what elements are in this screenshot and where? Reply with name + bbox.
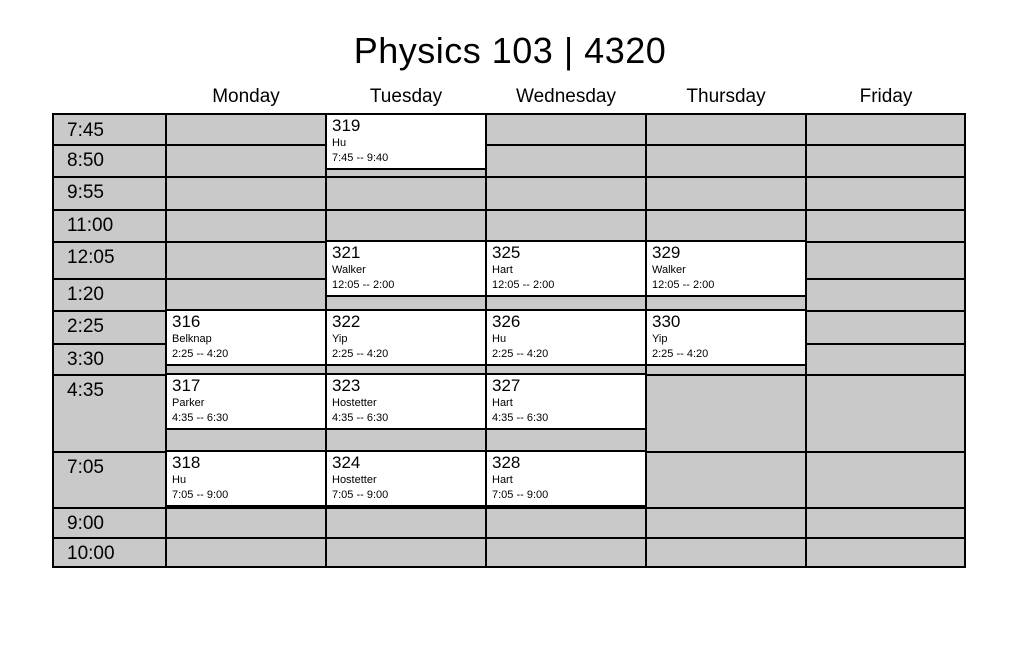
instructor-name: Hu <box>172 474 187 486</box>
class-block-328[interactable]: 328 Hart 7:05 -- 9:00 <box>485 450 647 507</box>
instructor-name: Yip <box>652 333 668 345</box>
class-block-325[interactable]: 325 Hart 12:05 -- 2:00 <box>485 240 647 297</box>
grid-row-line <box>54 209 964 211</box>
schedule-grid: 7:45 8:50 9:55 11:00 12:05 1:20 2:25 3:30 4:35 7:… <box>52 113 966 568</box>
time-row-label: 11:00 <box>67 215 114 236</box>
instructor-name: Walker <box>652 264 686 276</box>
class-block-324[interactable]: 324 Hostetter 7:05 -- 9:00 <box>325 450 487 507</box>
section-number: 321 <box>332 243 361 262</box>
time-row-label: 1:20 <box>67 284 104 305</box>
section-number: 328 <box>492 453 521 472</box>
class-block-318[interactable]: 318 Hu 7:05 -- 9:00 <box>165 450 327 507</box>
time-row-label: 12:05 <box>67 247 115 268</box>
class-block-327[interactable]: 327 Hart 4:35 -- 6:30 <box>485 373 647 430</box>
section-number: 326 <box>492 312 521 331</box>
day-header-wednesday: Wednesday <box>516 86 616 107</box>
time-row-label: 4:35 <box>67 380 104 401</box>
grid-row-line <box>54 176 964 178</box>
time-range: 2:25 -- 4:20 <box>332 348 389 360</box>
time-row-label: 10:00 <box>67 543 115 564</box>
instructor-name: Hart <box>492 474 513 486</box>
instructor-name: Yip <box>332 333 348 345</box>
time-range: 7:45 -- 9:40 <box>332 152 389 164</box>
time-range: 7:05 -- 9:00 <box>172 489 229 501</box>
instructor-name: Belknap <box>172 333 212 345</box>
day-header-tuesday: Tuesday <box>369 86 443 107</box>
time-row-label: 7:05 <box>67 457 104 478</box>
time-row-label: 7:45 <box>67 120 104 141</box>
section-number: 317 <box>172 376 201 395</box>
instructor-name: Hu <box>332 137 347 149</box>
time-range: 2:25 -- 4:20 <box>652 348 709 360</box>
time-range: 4:35 -- 6:30 <box>492 412 549 424</box>
instructor-name: Hostetter <box>332 397 377 409</box>
section-number: 319 <box>332 116 361 135</box>
time-range: 7:05 -- 9:00 <box>492 489 549 501</box>
section-number: 318 <box>172 453 201 472</box>
instructor-name: Hart <box>492 397 513 409</box>
class-block-329[interactable]: 329 Walker 12:05 -- 2:00 <box>645 240 807 297</box>
grid-row-line <box>54 144 964 146</box>
time-row-label: 8:50 <box>67 150 104 171</box>
time-row-label: 9:55 <box>67 182 104 203</box>
class-block-321[interactable]: 321 Walker 12:05 -- 2:00 <box>325 240 487 297</box>
section-number: 330 <box>652 312 681 331</box>
section-number: 316 <box>172 312 201 331</box>
day-header-thursday: Thursday <box>686 86 766 107</box>
section-number: 323 <box>332 376 361 395</box>
grid-row-line <box>54 537 964 539</box>
section-number: 329 <box>652 243 681 262</box>
time-range: 12:05 -- 2:00 <box>652 279 715 291</box>
time-range: 7:05 -- 9:00 <box>332 489 389 501</box>
day-header-friday: Friday <box>859 86 913 107</box>
class-block-322[interactable]: 322 Yip 2:25 -- 4:20 <box>325 309 487 366</box>
time-range: 12:05 -- 2:00 <box>492 279 555 291</box>
time-range: 12:05 -- 2:00 <box>332 279 395 291</box>
time-range: 2:25 -- 4:20 <box>172 348 229 360</box>
day-header-monday: Monday <box>212 86 280 107</box>
instructor-name: Parker <box>172 397 205 409</box>
instructor-name: Walker <box>332 264 366 276</box>
time-row-label: 2:25 <box>67 316 104 337</box>
schedule-title: Physics 103 | 4320 <box>353 30 667 71</box>
time-range: 4:35 -- 6:30 <box>332 412 389 424</box>
class-block-323[interactable]: 323 Hostetter 4:35 -- 6:30 <box>325 373 487 430</box>
instructor-name: Hart <box>492 264 513 276</box>
time-range: 2:25 -- 4:20 <box>492 348 549 360</box>
section-number: 322 <box>332 312 361 331</box>
time-range: 4:35 -- 6:30 <box>172 412 229 424</box>
instructor-name: Hostetter <box>332 474 377 486</box>
section-number: 325 <box>492 243 521 262</box>
section-number: 324 <box>332 453 361 472</box>
instructor-name: Hu <box>492 333 507 345</box>
time-row-label: 9:00 <box>67 513 104 534</box>
class-block-326[interactable]: 326 Hu 2:25 -- 4:20 <box>485 309 647 366</box>
class-block-330[interactable]: 330 Yip 2:25 -- 4:20 <box>645 309 807 366</box>
time-row-label: 3:30 <box>67 349 104 370</box>
class-block-317[interactable]: 317 Parker 4:35 -- 6:30 <box>165 373 327 430</box>
section-number: 327 <box>492 376 521 395</box>
class-block-319[interactable]: 319 Hu 7:45 -- 9:40 <box>325 113 487 170</box>
class-block-316[interactable]: 316 Belknap 2:25 -- 4:20 <box>165 309 327 366</box>
grid-row-line <box>54 507 964 509</box>
